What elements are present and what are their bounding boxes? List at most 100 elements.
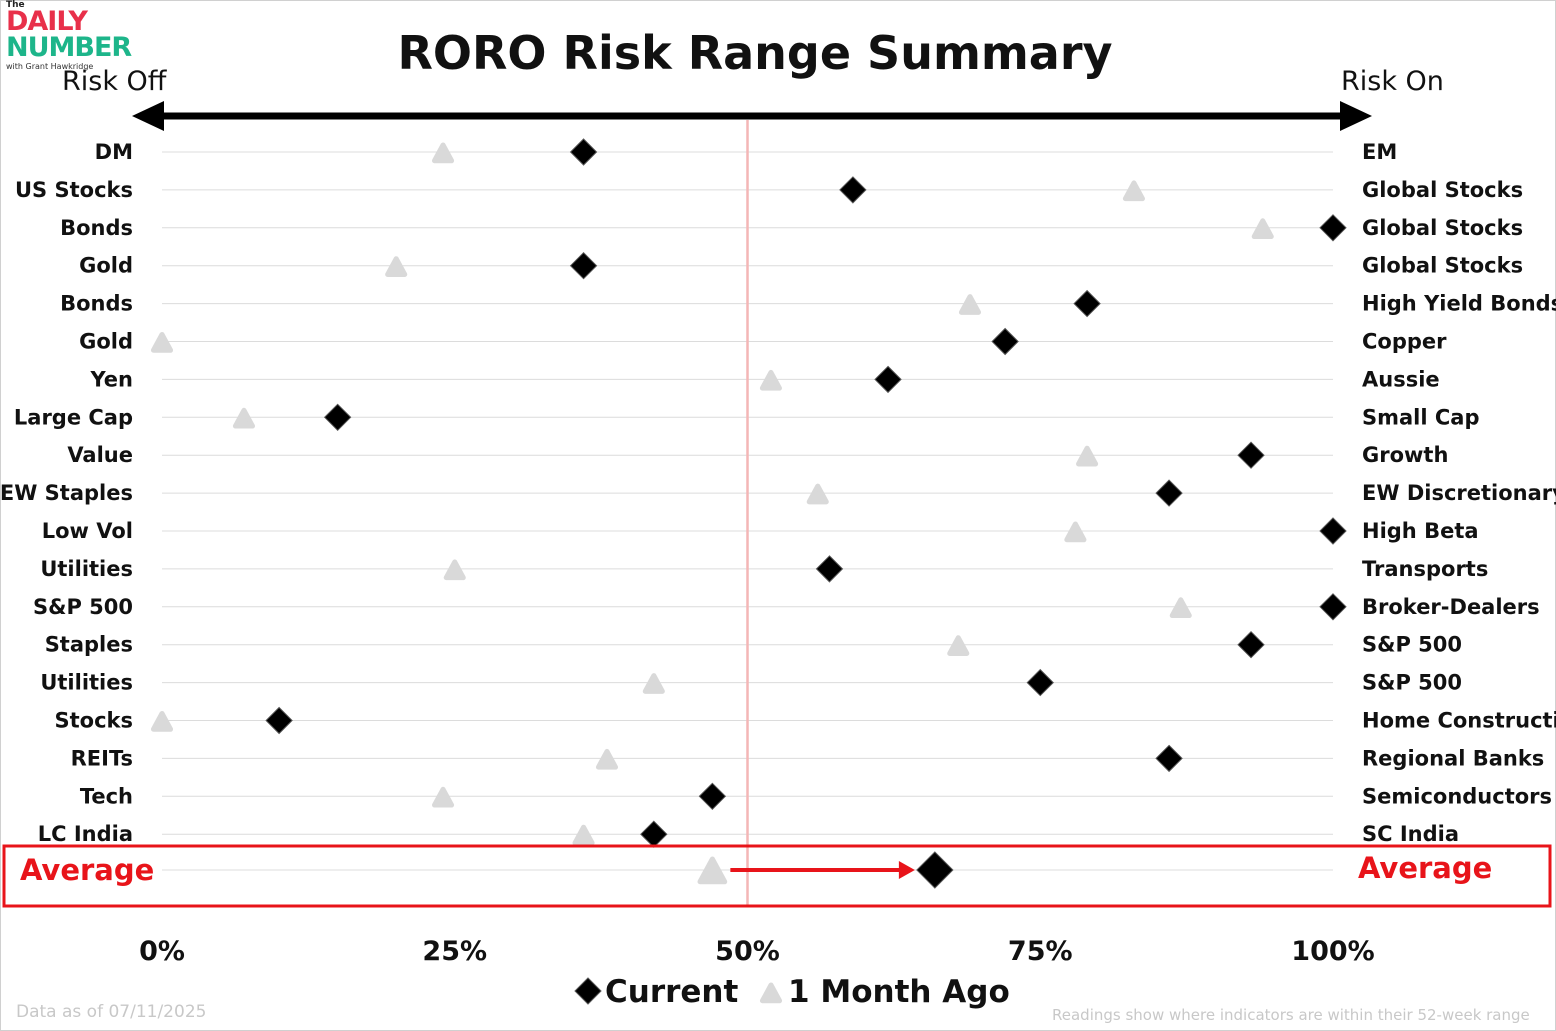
risk-off-arrowhead [132, 101, 164, 131]
logo-number: NUMBER [6, 32, 132, 63]
month-ago-point [1122, 180, 1145, 202]
current-point [698, 782, 727, 811]
current-point [839, 176, 867, 204]
current-point [265, 706, 293, 735]
x-tick-label: 100% [1291, 936, 1374, 967]
daily-number-logo: The DAILY NUMBER with Grant Hawkridge [4, 0, 144, 78]
average-current-point [916, 851, 954, 889]
current-point [640, 820, 668, 848]
month-ago-point [595, 748, 619, 770]
month-ago-point [150, 711, 174, 732]
month-ago-point [1169, 597, 1192, 619]
row-right-label: EW Discretionary [1362, 481, 1556, 505]
current-point [1155, 744, 1183, 773]
row-left-label: Stocks [54, 709, 133, 733]
x-tick-label: 25% [422, 936, 487, 967]
row-right-label: Global Stocks [1362, 254, 1523, 278]
month-ago-point [1251, 218, 1274, 240]
current-point [1319, 593, 1347, 621]
month-ago-point [150, 332, 174, 353]
row-left-label: Bonds [60, 216, 133, 240]
row-right-label: Semiconductors [1362, 784, 1552, 808]
current-point [1155, 479, 1183, 507]
month-ago-point [806, 483, 829, 505]
row-left-label: US Stocks [15, 178, 133, 202]
legend-current-label: Current [605, 974, 738, 1010]
row-right-label: Global Stocks [1362, 178, 1523, 202]
row-right-label: S&P 500 [1362, 633, 1462, 657]
month-ago-point [642, 673, 665, 694]
month-ago-point [1076, 445, 1099, 467]
row-left-label: EW Staples [0, 481, 133, 505]
row-right-label: Aussie [1362, 367, 1440, 391]
row-right-label: Transports [1362, 557, 1488, 581]
month-ago-point [443, 559, 466, 581]
month-ago-point [572, 824, 595, 846]
row-left-label: Tech [80, 784, 133, 808]
row-right-label: Copper [1362, 330, 1447, 354]
logo-the: The [6, 0, 25, 10]
current-point [1073, 289, 1101, 318]
row-left-label: Value [67, 443, 133, 467]
month-ago-point [759, 369, 782, 391]
row-left-label: Gold [79, 254, 133, 278]
current-point [1319, 214, 1347, 242]
month-ago-point [947, 635, 970, 656]
readings-note: Readings show where indicators are withi… [1052, 1006, 1530, 1024]
row-left-label: LC India [38, 822, 133, 846]
row-left-label: Gold [79, 330, 133, 354]
row-right-label: S&P 500 [1362, 671, 1462, 695]
row-left-label: Bonds [60, 292, 133, 316]
logo-byline: with Grant Hawkridge [6, 62, 94, 71]
average-left-label: Average [20, 853, 154, 887]
legend-month-ago-label: 1 Month Ago [788, 974, 1010, 1010]
risk-on-label: Risk On [1341, 66, 1444, 97]
current-point [569, 138, 598, 166]
month-ago-point [385, 256, 408, 277]
row-right-label: Small Cap [1362, 405, 1480, 429]
row-right-label: Global Stocks [1362, 216, 1523, 240]
row-left-label: Low Vol [42, 519, 133, 543]
average-month-ago-point [697, 856, 728, 885]
row-right-label: Regional Banks [1362, 746, 1544, 770]
row-right-label: Broker-Dealers [1362, 595, 1540, 619]
row-left-label: Utilities [40, 671, 133, 695]
current-point [815, 555, 844, 583]
risk-off-label: Risk Off [62, 66, 167, 97]
legend-current-marker [574, 977, 602, 1005]
month-ago-point [958, 294, 982, 315]
month-ago-point [431, 142, 455, 164]
row-left-label: Staples [45, 633, 133, 657]
row-left-label: DM [95, 140, 133, 164]
legend-month-ago-marker [759, 982, 783, 1004]
current-point [1237, 441, 1265, 469]
current-point [874, 365, 902, 394]
x-tick-label: 75% [1008, 936, 1073, 967]
month-ago-point [232, 407, 256, 429]
average-right-label: Average [1358, 851, 1492, 885]
row-right-label: EM [1362, 140, 1397, 164]
row-left-label: Yen [90, 367, 133, 391]
current-point [569, 251, 598, 280]
current-point [1319, 517, 1347, 545]
row-left-label: REITs [71, 746, 133, 770]
current-point [991, 327, 1019, 356]
current-point [1237, 630, 1265, 659]
data-date-note: Data as of 07/11/2025 [16, 1002, 207, 1022]
average-change-arrowhead [898, 861, 915, 879]
logo-daily: DAILY [6, 6, 88, 37]
row-right-label: SC India [1362, 822, 1459, 846]
row-right-label: High Beta [1362, 519, 1479, 543]
row-right-label: Home Construction [1362, 709, 1556, 733]
row-left-label: Utilities [40, 557, 133, 581]
x-tick-label: 50% [715, 936, 780, 967]
row-left-label: S&P 500 [33, 595, 133, 619]
current-point [323, 403, 352, 432]
row-right-label: High Yield Bonds [1362, 292, 1556, 316]
x-tick-label: 0% [139, 936, 185, 967]
month-ago-point [1064, 521, 1087, 543]
risk-on-arrowhead [1340, 101, 1372, 131]
row-right-label: Growth [1362, 443, 1448, 467]
